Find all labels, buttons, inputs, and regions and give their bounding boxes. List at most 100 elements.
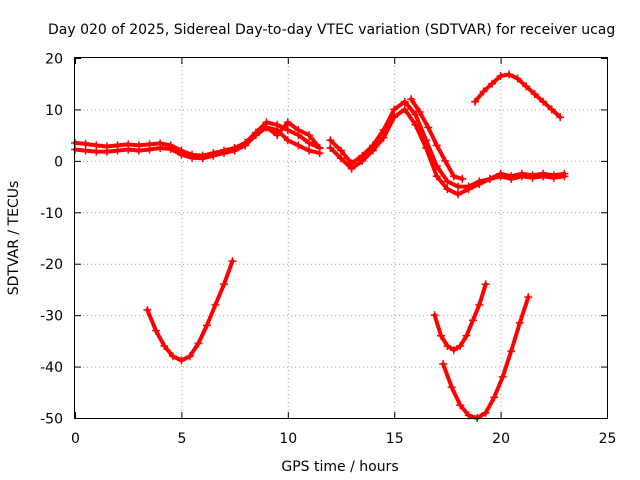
data-point	[528, 173, 537, 182]
data-point	[81, 139, 90, 148]
data-point	[411, 120, 420, 129]
data-point	[390, 105, 399, 114]
data-point	[468, 316, 477, 325]
data-point	[488, 79, 497, 88]
data-point	[230, 146, 239, 155]
y-tick-label: -20	[40, 257, 63, 273]
data-point	[337, 146, 345, 155]
data-point	[113, 146, 122, 155]
data-point	[513, 74, 522, 83]
data-point	[432, 172, 441, 181]
data-point	[471, 97, 480, 106]
data-point	[326, 136, 335, 145]
data-point	[454, 190, 463, 199]
series-arc-2	[432, 282, 488, 353]
data-point	[475, 180, 484, 188]
data-point	[458, 174, 467, 183]
data-point	[449, 346, 458, 355]
data-point	[517, 172, 526, 181]
data-point	[368, 146, 377, 155]
data-point	[439, 360, 448, 368]
data-point	[262, 123, 271, 132]
data-point	[194, 339, 203, 348]
data-point	[437, 331, 446, 340]
data-point	[507, 174, 516, 183]
data-point	[92, 147, 101, 156]
gridlines	[75, 58, 607, 418]
x-tick-label: 0	[71, 431, 80, 447]
data-point	[430, 311, 439, 320]
data-point	[168, 352, 177, 361]
data-point	[530, 90, 539, 98]
data-point	[507, 347, 516, 356]
data-point	[145, 145, 154, 154]
data-point	[251, 131, 260, 140]
data-point	[454, 182, 463, 191]
data-point	[211, 300, 220, 309]
data-point	[156, 144, 165, 152]
data-point	[456, 342, 465, 350]
data-point	[490, 393, 499, 402]
data-series	[71, 70, 569, 422]
data-point	[481, 280, 490, 289]
y-tick-label: 0	[54, 154, 63, 170]
x-tick-label: 25	[599, 431, 617, 447]
data-point	[283, 136, 292, 145]
data-point	[449, 172, 458, 181]
data-point	[143, 306, 152, 314]
x-tick-label: 10	[279, 431, 297, 447]
data-point	[479, 87, 488, 96]
data-point	[407, 95, 416, 104]
data-point	[241, 141, 250, 150]
data-point	[177, 150, 186, 159]
data-point	[151, 326, 160, 335]
series-band-c	[264, 120, 322, 150]
data-point	[456, 401, 465, 410]
data-point	[81, 146, 90, 155]
data-point	[547, 105, 556, 114]
data-point	[400, 97, 409, 106]
chart-title: Day 020 of 2025, Sidereal Day-to-day VTE…	[48, 22, 615, 38]
data-point	[305, 138, 314, 147]
data-point	[166, 145, 175, 154]
data-point	[485, 174, 494, 183]
data-point	[102, 147, 111, 156]
data-point	[496, 72, 505, 80]
y-tick-label: -40	[40, 360, 63, 376]
data-point	[432, 141, 441, 150]
data-point	[198, 154, 207, 163]
plot-frame	[74, 57, 608, 419]
data-point	[134, 146, 143, 155]
data-point	[464, 185, 473, 194]
data-point	[462, 331, 471, 340]
data-point	[202, 321, 211, 330]
data-point	[228, 257, 237, 266]
data-point	[219, 280, 228, 289]
data-point	[315, 144, 324, 152]
data-point	[379, 133, 388, 142]
data-point	[337, 154, 345, 163]
data-point	[273, 131, 282, 140]
data-point	[305, 146, 314, 155]
y-tick-label: 20	[45, 52, 63, 68]
data-point	[515, 318, 524, 327]
data-point	[441, 156, 450, 165]
data-point	[498, 372, 507, 381]
data-point	[400, 105, 409, 114]
data-point	[415, 108, 424, 116]
y-tick-label: 10	[45, 103, 63, 119]
data-point	[443, 177, 452, 186]
series-arc-1	[145, 259, 235, 363]
data-point	[177, 356, 186, 365]
data-point	[219, 149, 228, 158]
data-point	[411, 110, 420, 119]
data-point	[294, 141, 303, 150]
data-point	[209, 151, 218, 160]
y-tick-labels: -50 -40 -30 -20 -10 0 10 20	[40, 52, 63, 428]
x-tick-label: 5	[177, 431, 186, 447]
x-tick-label: 15	[386, 431, 404, 447]
data-point	[475, 300, 484, 309]
data-point	[424, 123, 433, 132]
data-point	[539, 172, 548, 181]
